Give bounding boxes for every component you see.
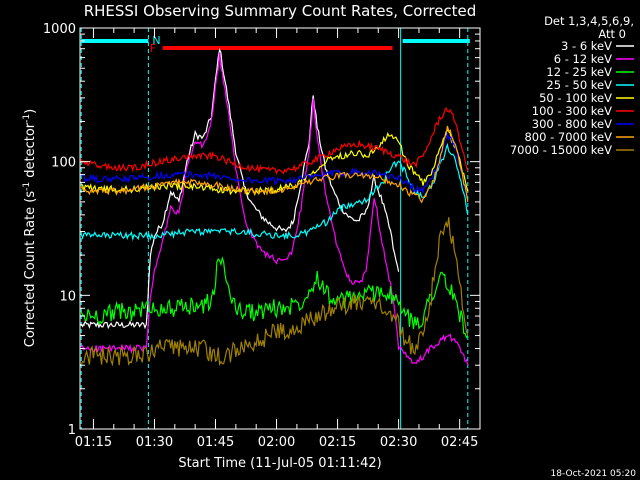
x-axis: 01:15 01:30 01:45 02:00 02:15 02:30 02:45 xyxy=(75,28,481,450)
plot-area: NF xyxy=(79,27,481,430)
y-tick-label: 1000 xyxy=(43,22,76,37)
y-axis-label: Corrected Count Rate (s-1 detector-1) xyxy=(22,109,38,347)
y-tick-label: 100 xyxy=(51,156,76,171)
series-line-8 xyxy=(80,217,469,367)
x-tick-label: 01:15 xyxy=(75,435,112,450)
y-label-sup1: -1 xyxy=(22,182,32,191)
legend-header-line2: Att 0 xyxy=(598,27,626,41)
y-label-main: Corrected Count Rate (s xyxy=(23,191,38,348)
legend-entry-6: 300 - 800 keV xyxy=(532,117,612,131)
series-line-1 xyxy=(80,52,469,366)
legend-entry-8: 7000 - 15000 keV xyxy=(510,143,612,157)
y-label-sup2: -1 xyxy=(22,114,32,123)
flag-bars: NF xyxy=(81,34,470,55)
x-tick-label: 02:00 xyxy=(258,435,295,450)
x-tick-label: 02:30 xyxy=(380,435,417,450)
legend-entry-4: 50 - 100 keV xyxy=(539,91,612,105)
x-tick-label: 02:15 xyxy=(319,435,356,450)
y-label-end: ) xyxy=(23,109,38,114)
x-axis-label: Start Time (11-Jul-05 01:11:42) xyxy=(178,456,381,471)
legend-entry-2: 12 - 25 keV xyxy=(546,65,612,79)
series-line-7 xyxy=(80,125,469,204)
legend-entry-1: 6 - 12 keV xyxy=(554,52,612,66)
series-line-6 xyxy=(81,132,469,197)
plot-frame xyxy=(79,27,481,430)
series-line-2 xyxy=(80,256,469,339)
footer-date: 18-Oct-2021 05:20 xyxy=(551,469,637,479)
y-tick-label: 1 xyxy=(68,423,76,438)
series-line-5 xyxy=(80,106,469,176)
legend-header-line1: Det 1,3,4,5,6,9, xyxy=(544,14,634,28)
y-axis: 1 10 100 1000 xyxy=(43,22,480,438)
legend-entry-5: 100 - 300 keV xyxy=(532,104,612,118)
flag-label-n: N xyxy=(152,34,160,47)
series-line-0 xyxy=(80,47,400,330)
series-line-3 xyxy=(80,142,469,242)
x-tick-label: 01:30 xyxy=(136,435,173,450)
x-tick-label: 01:45 xyxy=(197,435,234,450)
y-label-mid: detector xyxy=(23,122,38,182)
legend-entry-7: 800 - 7000 keV xyxy=(524,130,612,144)
chart-title: RHESSI Observing Summary Count Rates, Co… xyxy=(84,2,477,20)
legend-entry-3: 25 - 50 keV xyxy=(546,78,612,92)
vertical-markers xyxy=(80,28,469,429)
flag-label-f: F xyxy=(150,42,156,55)
series-layer xyxy=(80,47,469,367)
legend-entry-0: 3 - 6 keV xyxy=(561,39,612,53)
x-tick-label: 02:45 xyxy=(441,435,478,450)
y-tick-label: 10 xyxy=(59,289,76,304)
